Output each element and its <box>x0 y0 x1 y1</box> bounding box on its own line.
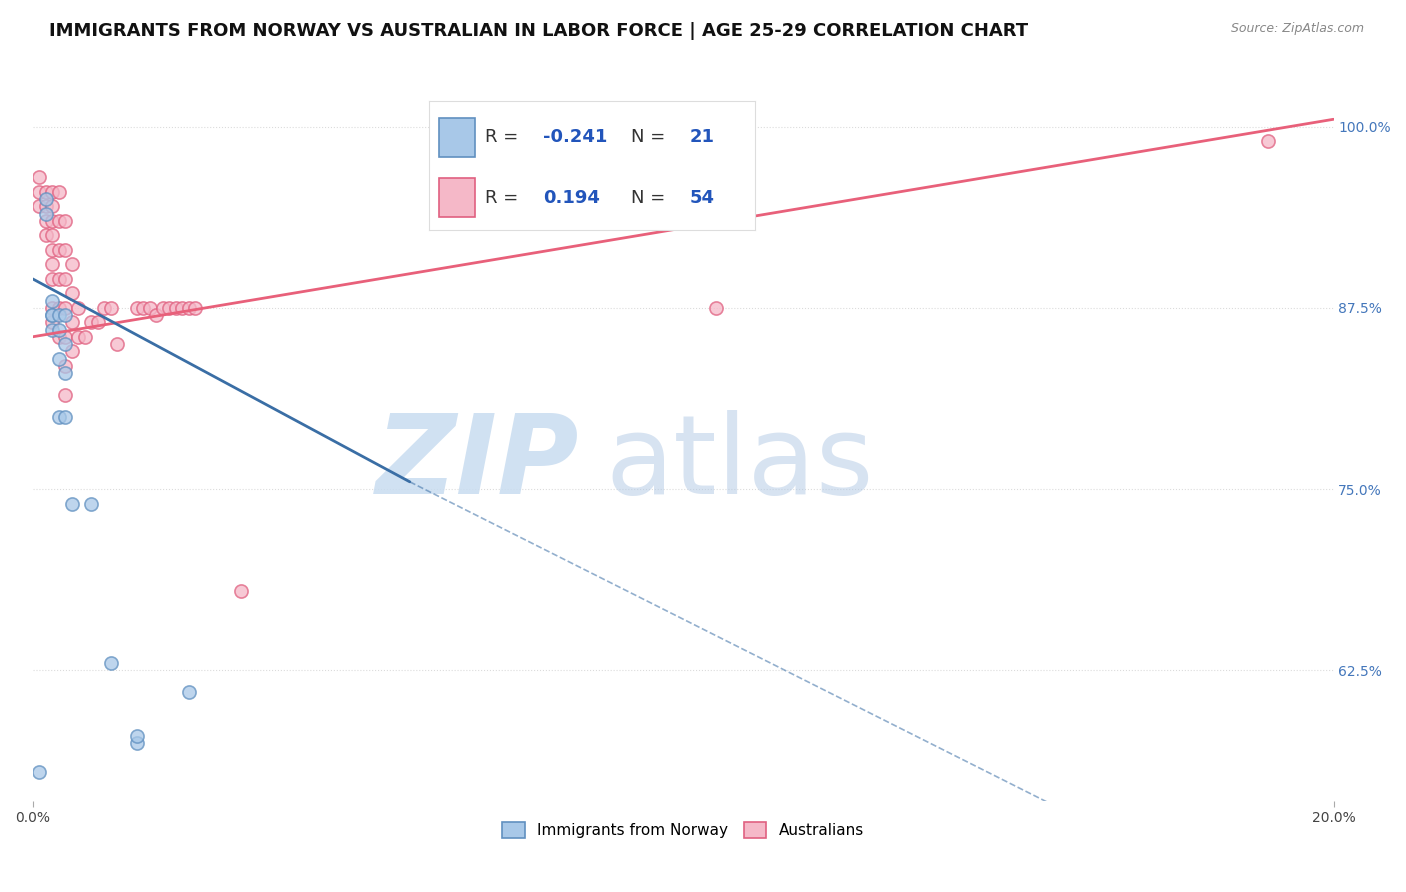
Point <box>48 272 70 286</box>
Point <box>157 301 180 315</box>
Point <box>41 257 63 271</box>
Text: Source: ZipAtlas.com: Source: ZipAtlas.com <box>1230 22 1364 36</box>
Point <box>105 337 128 351</box>
Point <box>41 214 63 228</box>
Point <box>172 301 194 315</box>
Point <box>34 228 56 243</box>
Point <box>1257 134 1279 148</box>
Point <box>60 315 83 329</box>
Point <box>41 243 63 257</box>
Point <box>60 286 83 301</box>
Point <box>60 344 83 359</box>
Point <box>132 301 155 315</box>
Point <box>138 301 160 315</box>
Point <box>53 366 76 380</box>
Point <box>48 301 70 315</box>
Point <box>48 243 70 257</box>
Point <box>177 301 200 315</box>
Point <box>53 337 76 351</box>
Point <box>34 199 56 213</box>
Point <box>48 409 70 424</box>
Point <box>125 729 148 743</box>
Point <box>80 497 103 511</box>
Point <box>28 199 51 213</box>
Point <box>41 272 63 286</box>
Point <box>53 308 76 322</box>
Point <box>53 388 76 402</box>
Point <box>34 206 56 220</box>
Point <box>41 322 63 336</box>
Point <box>67 330 90 344</box>
Point <box>704 301 727 315</box>
Point <box>53 214 76 228</box>
Point <box>229 583 252 598</box>
Point <box>53 359 76 373</box>
Point <box>53 243 76 257</box>
Point <box>53 330 76 344</box>
Point <box>53 272 76 286</box>
Point <box>100 656 122 670</box>
Point <box>48 330 70 344</box>
Text: IMMIGRANTS FROM NORWAY VS AUSTRALIAN IN LABOR FORCE | AGE 25-29 CORRELATION CHAR: IMMIGRANTS FROM NORWAY VS AUSTRALIAN IN … <box>49 22 1028 40</box>
Point <box>28 185 51 199</box>
Point <box>34 185 56 199</box>
Point <box>125 301 148 315</box>
Text: atlas: atlas <box>605 410 873 517</box>
Point <box>60 257 83 271</box>
Point <box>93 301 115 315</box>
Point <box>34 192 56 206</box>
Point <box>53 409 76 424</box>
Point <box>152 301 174 315</box>
Point <box>67 301 90 315</box>
Point <box>41 228 63 243</box>
Point <box>41 308 63 322</box>
Point <box>48 351 70 366</box>
Point <box>48 322 70 336</box>
Point <box>145 308 167 322</box>
Point <box>48 308 70 322</box>
Point <box>41 185 63 199</box>
Point <box>34 214 56 228</box>
Point <box>125 736 148 750</box>
Text: ZIP: ZIP <box>375 410 579 517</box>
Point <box>73 330 96 344</box>
Point <box>53 301 76 315</box>
Point <box>28 170 51 185</box>
Point <box>41 308 63 322</box>
Point <box>60 497 83 511</box>
Point <box>41 293 63 308</box>
Point <box>48 185 70 199</box>
Point <box>100 301 122 315</box>
Point <box>41 199 63 213</box>
Point <box>41 315 63 329</box>
Point <box>48 214 70 228</box>
Point <box>41 301 63 315</box>
Point <box>86 315 108 329</box>
Point <box>165 301 187 315</box>
Point <box>80 315 103 329</box>
Legend: Immigrants from Norway, Australians: Immigrants from Norway, Australians <box>496 816 870 845</box>
Point <box>184 301 207 315</box>
Point <box>177 685 200 699</box>
Point <box>28 764 51 779</box>
